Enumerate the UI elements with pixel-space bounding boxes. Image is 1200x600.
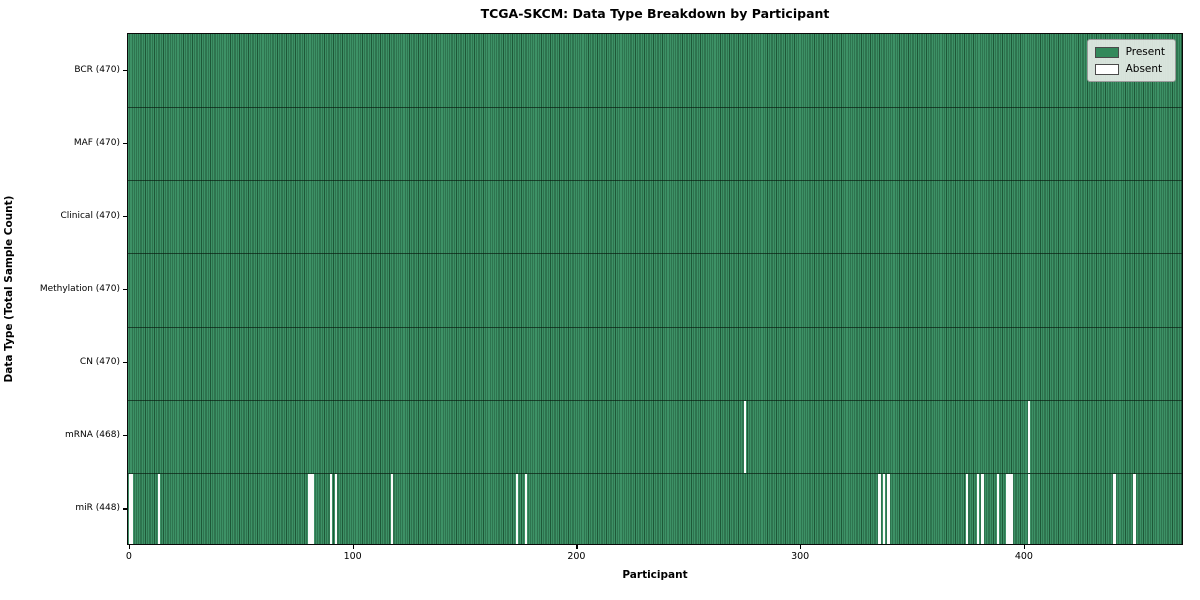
present-swatch xyxy=(1094,46,1119,58)
x-tick-mark xyxy=(576,545,578,549)
heatmap-row-Methylation xyxy=(128,253,1182,327)
y-tick-mark xyxy=(123,142,127,144)
absent-gap-miR-80 xyxy=(307,473,311,544)
heatmap-row-MAF xyxy=(128,107,1182,181)
x-tick-mark xyxy=(128,545,131,549)
y-tick-mark xyxy=(123,435,127,437)
absent-gap-miR-393 xyxy=(1008,473,1011,544)
y-tick-mark xyxy=(123,508,127,510)
absent-gap-miR-117 xyxy=(390,473,393,544)
heatmap-row-Clinical xyxy=(128,180,1182,254)
absent-gap-miR-374 xyxy=(965,473,968,544)
absent-gap-miR-335 xyxy=(878,473,881,544)
heatmap-row-miR xyxy=(128,472,1182,544)
absent-gap-miR-392 xyxy=(1005,473,1009,544)
absent-gap-miR-82 xyxy=(312,473,315,544)
absent-gap-miR-379 xyxy=(976,473,980,544)
y-tick-label-mRNA: mRNA (468) xyxy=(65,430,120,441)
absent-gap-mRNA-402 xyxy=(1028,400,1031,473)
x-tick-mark xyxy=(1023,545,1026,549)
absent-gap-miR-449 xyxy=(1133,473,1136,544)
x-tick-label-100: 100 xyxy=(343,551,362,562)
absent-gap-miR-90 xyxy=(330,473,333,544)
y-tick-mark xyxy=(123,215,127,218)
absent-gap-miR-402 xyxy=(1028,473,1031,544)
absent-gap-miR-381 xyxy=(981,473,984,544)
absent-gap-mRNA-275 xyxy=(744,400,747,473)
absent-gap-miR-13 xyxy=(157,473,161,544)
absent-gap-miR-440 xyxy=(1113,473,1116,544)
legend-item-present: Present xyxy=(1094,46,1165,58)
absent-gap-miR-337 xyxy=(882,473,886,544)
heatmap-row-CN xyxy=(128,326,1182,400)
y-tick-label-miR: miR (448) xyxy=(75,503,120,514)
heatmap-row-mRNA xyxy=(128,399,1182,473)
legend-label-present: Present xyxy=(1125,46,1165,58)
x-tick-mark xyxy=(352,545,354,549)
y-tick-label-Clinical: Clinical (470) xyxy=(60,210,120,221)
absent-gap-miR-1 xyxy=(131,473,134,544)
absent-gap-miR-92 xyxy=(334,473,337,544)
y-tick-mark xyxy=(123,362,127,364)
y-tick-label-Methylation: Methylation (470) xyxy=(39,284,120,294)
y-tick-label-CN: CN (470) xyxy=(79,357,120,368)
absent-gap-miR-388 xyxy=(996,473,1000,544)
y-tick-mark xyxy=(123,289,127,291)
absent-swatch xyxy=(1094,63,1119,75)
absent-gap-miR-177 xyxy=(524,473,528,544)
absent-gap-miR-0 xyxy=(128,473,132,544)
legend-item-absent: Absent xyxy=(1094,63,1165,75)
absent-gap-miR-394 xyxy=(1010,473,1013,544)
absent-gap-miR-81 xyxy=(310,473,313,544)
x-tick-label-200: 200 xyxy=(567,551,586,562)
absent-gap-miR-173 xyxy=(515,473,519,544)
x-tick-mark xyxy=(800,545,802,549)
y-tick-label-MAF: MAF (470) xyxy=(73,137,120,148)
chart-title: TCGA-SKCM: Data Type Breakdown by Partic… xyxy=(480,6,830,21)
y-tick-mark xyxy=(123,69,127,71)
absent-gap-miR-339 xyxy=(887,473,890,544)
x-axis-label: Participant xyxy=(622,569,688,581)
heatmap-row-BCR xyxy=(128,34,1182,108)
plot-area: Present Absent xyxy=(127,33,1183,545)
x-tick-label-300: 300 xyxy=(791,551,810,562)
legend: Present Absent xyxy=(1086,39,1176,82)
legend-label-absent: Absent xyxy=(1125,63,1163,75)
x-tick-label-0: 0 xyxy=(125,551,132,562)
y-tick-label-BCR: BCR (470) xyxy=(74,64,120,75)
x-tick-label-400: 400 xyxy=(1014,551,1033,562)
